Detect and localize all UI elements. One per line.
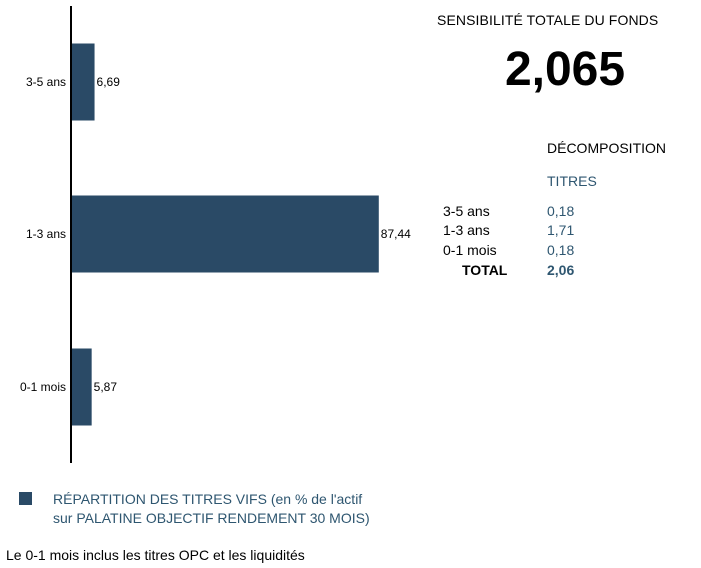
category-label: 3-5 ans [26,75,66,89]
bar-chart: 3-5 ans 6,69 1-3 ans 87,44 0-1 mois 5,87 [20,6,411,463]
sensitivity-title: SENSIBILITÉ TOTALE DU FONDS [437,12,659,28]
category-label: 0-1 mois [20,380,66,394]
legend-swatch [19,492,32,505]
decomposition-row-label: 1-3 ans [443,222,490,238]
titres-column-header: TITRES [547,173,597,189]
legend-text: RÉPARTITION DES TITRES VIFS (en % de l'a… [53,490,473,528]
decomposition-row-value: 0,18 [547,242,575,258]
decomposition-title: DÉCOMPOSITION [547,140,667,156]
decomposition-row-label: 0-1 mois [443,242,497,258]
legend-line-2: sur PALATINE OBJECTIF RENDEMENT 30 MOIS) [53,510,370,526]
decomposition-row-label: 3-5 ans [443,203,490,219]
data-label: 5,87 [94,380,118,394]
category-label: 1-3 ans [26,227,66,241]
data-label: 87,44 [381,227,411,241]
decomposition-row-value: 0,18 [547,203,575,219]
decomposition-total-value: 2,06 [547,262,575,278]
bar [71,43,95,121]
bar [71,348,92,426]
decomposition-row-value: 1,71 [547,222,575,238]
data-label: 6,69 [97,75,121,89]
legend-line-1: RÉPARTITION DES TITRES VIFS (en % de l'a… [53,491,363,507]
sensitivity-value: 2,065 [504,43,626,96]
footnote: Le 0-1 mois inclus les titres OPC et les… [6,547,305,563]
bar [71,195,379,273]
decomposition-total-label: TOTAL [462,262,508,278]
